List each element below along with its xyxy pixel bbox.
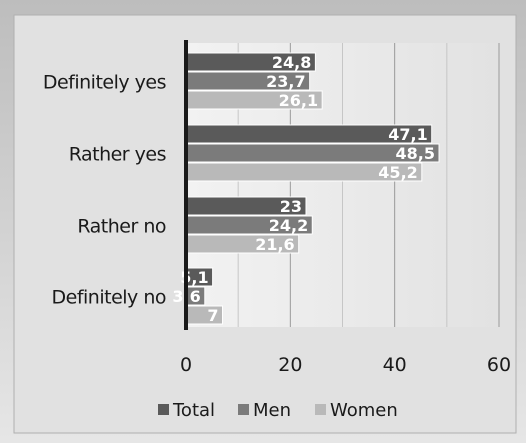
x-tick-label-60: 60 [487, 354, 511, 376]
data-label-women-definitely-yes: 26,1 [279, 91, 318, 110]
bars [185, 52, 440, 325]
x-tick-label-40: 40 [383, 354, 407, 376]
legend-swatch-men [238, 404, 249, 415]
category-labels: Definitely yes Rather yes Rather no Definit… [43, 72, 167, 309]
legend-swatch-women [315, 404, 326, 415]
legend-swatch-total [158, 404, 169, 415]
legend-label-total: Total [172, 400, 215, 421]
x-tick-labels: 0 20 40 60 [180, 354, 511, 376]
data-labels: 24,823,726,147,148,545,22324,221,65,13,6… [172, 53, 435, 325]
legend: Total Men Women [158, 400, 398, 421]
category-label-definitely-yes: Definitely yes [43, 72, 166, 94]
legend-label-men: Men [253, 400, 291, 421]
category-label-definitely-no: Definitely no [52, 287, 166, 309]
data-label-men-rather-yes: 48,5 [396, 144, 435, 163]
data-label-men-definitely-yes: 23,7 [266, 72, 305, 91]
data-label-men-rather-no: 24,2 [269, 216, 308, 235]
data-label-women-rather-no: 21,6 [255, 235, 294, 254]
legend-label-women: Women [330, 400, 398, 421]
category-label-rather-no: Rather no [77, 216, 166, 238]
data-label-total-rather-no: 23 [280, 197, 302, 216]
data-label-total-rather-yes: 47,1 [388, 125, 427, 144]
x-tick-label-20: 20 [278, 354, 302, 376]
x-tick-label-0: 0 [180, 354, 192, 376]
data-label-women-rather-yes: 45,2 [378, 163, 417, 182]
data-label-total-definitely-yes: 24,8 [272, 53, 311, 72]
data-label-women-definitely-no: 7 [207, 306, 218, 325]
category-label-rather-yes: Rather yes [69, 144, 166, 166]
